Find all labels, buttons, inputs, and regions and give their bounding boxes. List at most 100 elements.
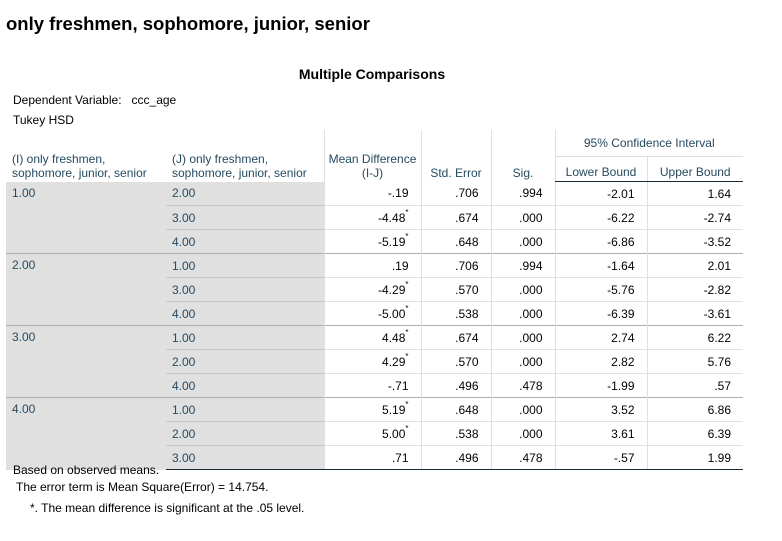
upper-bound-value: .57: [646, 373, 743, 398]
mean-difference-value: -.71: [387, 378, 409, 393]
table-title: Multiple Comparisons: [298, 66, 446, 82]
std-error-value: .570: [420, 349, 491, 374]
upper-bound-value: 5.76: [646, 349, 743, 374]
table-row: 3.00 1.00 4.48* .674.000 2.74 6.22: [6, 325, 743, 398]
footnote-significance: *. The mean difference is significant at…: [30, 501, 305, 515]
mean-difference-value: 5.00: [382, 426, 406, 441]
std-error-value: .706: [420, 253, 491, 278]
mean-difference-value: 4.29: [382, 354, 406, 369]
sig-value: .000: [490, 229, 555, 254]
lower-bound-value: -2.01: [554, 181, 647, 206]
group-i-value: 3.00: [6, 325, 166, 398]
mean-difference-cell: .71: [323, 445, 421, 470]
j-value: 2.00: [166, 421, 324, 446]
dependent-variable-value: ccc_age: [131, 93, 177, 107]
sig-value: .000: [490, 205, 555, 230]
j-value: 2.00: [166, 349, 324, 374]
upper-bound-value: -2.82: [646, 277, 743, 302]
std-error-value: .674: [420, 205, 491, 230]
std-error-value: .706: [420, 181, 491, 206]
mean-difference-value: -4.48: [378, 210, 406, 225]
significance-marker: *: [405, 231, 409, 241]
mean-difference-cell: 5.00*: [323, 421, 421, 446]
j-value: 1.00: [166, 325, 324, 350]
sig-value: .000: [490, 397, 555, 422]
lower-bound-value: -6.22: [554, 205, 647, 230]
std-error-value: .496: [420, 445, 491, 470]
std-error-value: .570: [420, 277, 491, 302]
table-row: 3.00 -4.29* .570.000 -5.76 -2.82: [6, 277, 743, 302]
upper-bound-value: 1.64: [646, 181, 743, 206]
header-confidence-interval: 95% Confidence Interval: [554, 130, 743, 157]
lower-bound-value: -6.39: [554, 301, 647, 326]
group-i-value: 2.00: [6, 253, 166, 326]
group-i-value: 1.00: [6, 181, 166, 254]
std-error-value: .648: [420, 229, 491, 254]
header-j: (J) only freshmen, sophomore, junior, se…: [172, 151, 307, 180]
significance-marker: *: [405, 351, 409, 361]
j-value: 4.00: [166, 229, 324, 254]
sig-value: .478: [490, 445, 555, 470]
table-row: 2.00 1.00 .19 .706.994 -1.64 2.01: [6, 253, 743, 326]
sig-value: .994: [490, 181, 555, 206]
lower-bound-value: 3.52: [554, 397, 647, 422]
method-label: Tukey HSD: [13, 113, 74, 127]
mean-difference-cell: 4.48*: [323, 325, 421, 350]
multiple-comparisons-table: (I) only freshmen, sophomore, junior, se…: [6, 130, 743, 470]
table-row: 3.00 -4.48* .674.000 -6.22 -2.74: [6, 205, 743, 230]
mean-difference-value: 5.19: [382, 402, 406, 417]
significance-marker: *: [405, 207, 409, 217]
j-value: 3.00: [166, 445, 324, 470]
lower-bound-value: -.57: [554, 445, 647, 470]
j-value: 1.00: [166, 253, 324, 278]
mean-difference-cell: 5.19*: [323, 397, 421, 422]
mean-difference-cell: -4.48*: [323, 205, 421, 230]
mean-difference-value: 4.48: [382, 330, 406, 345]
mean-difference-cell: -.19: [323, 181, 421, 206]
table-row: 4.00 -.71 .496.478 -1.99.57: [6, 373, 743, 398]
lower-bound-value: 2.74: [554, 325, 647, 350]
sig-value: .994: [490, 253, 555, 278]
lower-bound-value: 3.61: [554, 421, 647, 446]
table-row: 1.00 2.00 -.19 .706.994 -2.01 1.64: [6, 181, 743, 254]
mean-difference-value: -5.19: [378, 234, 406, 249]
footnote-observed-means: Based on observed means.: [13, 463, 160, 477]
header-lower-bound: Lower Bound: [554, 156, 647, 182]
lower-bound-value: -5.76: [554, 277, 647, 302]
mean-difference-value: .71: [391, 450, 409, 465]
sig-value: .000: [490, 301, 555, 326]
upper-bound-value: -2.74: [646, 205, 743, 230]
std-error-value: .538: [420, 301, 491, 326]
mean-difference-cell: 4.29*: [323, 349, 421, 374]
mean-difference-value: .19: [391, 258, 409, 273]
lower-bound-value: -6.86: [554, 229, 647, 254]
header-i: (I) only freshmen, sophomore, junior, se…: [12, 151, 147, 180]
mean-difference-cell: -4.29*: [323, 277, 421, 302]
dependent-variable: Dependent Variable: ccc_age: [13, 93, 176, 107]
header-mean-difference: Mean Difference (I-J): [323, 130, 421, 182]
mean-difference-value: -.19: [387, 186, 409, 201]
table-row: 4.00 -5.00* .538.000 -6.39 -3.61: [6, 301, 743, 326]
sig-value: .478: [490, 373, 555, 398]
lower-bound-value: 2.82: [554, 349, 647, 374]
upper-bound-value: 6.39: [646, 421, 743, 446]
upper-bound-value: -3.52: [646, 229, 743, 254]
upper-bound-value: -3.61: [646, 301, 743, 326]
lower-bound-value: -1.64: [554, 253, 647, 278]
j-value: 4.00: [166, 373, 324, 398]
j-value: 4.00: [166, 301, 324, 326]
footnote-error-term: The error term is Mean Square(Error) = 1…: [16, 480, 269, 494]
upper-bound-value: 1.99: [646, 445, 743, 470]
sig-value: .000: [490, 349, 555, 374]
j-value: 3.00: [166, 277, 324, 302]
mean-difference-cell: -.71: [323, 373, 421, 398]
significance-marker: *: [405, 303, 409, 313]
j-value: 2.00: [166, 181, 324, 206]
upper-bound-value: 2.01: [646, 253, 743, 278]
significance-marker: *: [405, 423, 409, 433]
dependent-variable-label: Dependent Variable:: [13, 93, 122, 107]
table-row: 4.00 1.00 5.19* .648.000 3.52 6.86: [6, 397, 743, 470]
sig-value: .000: [490, 325, 555, 350]
table-row: 4.00 -5.19* .648.000 -6.86 -3.52: [6, 229, 743, 254]
header-std-error: Std. Error: [420, 130, 491, 182]
